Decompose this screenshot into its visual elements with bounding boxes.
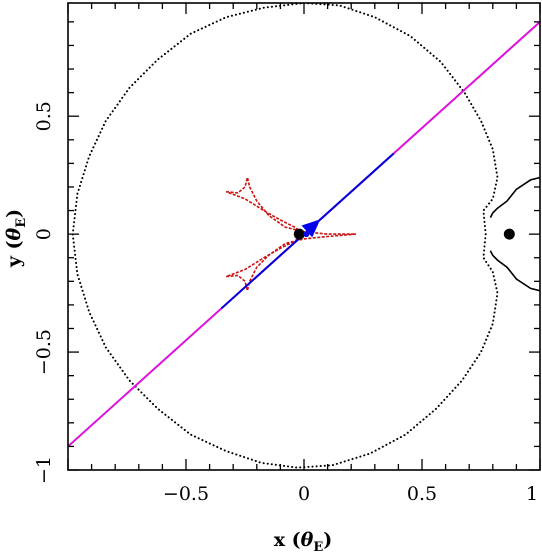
x-axis-title-open: ( [292, 529, 301, 551]
x-axis-title-sub: E [313, 540, 323, 555]
y-axis-title-sub: E [14, 218, 29, 228]
y-tick-label: −1 [33, 456, 55, 484]
x-axis-title-main: x [274, 529, 286, 551]
x-axis-title-symbol: θ [301, 529, 314, 551]
y-axis-title-close: ) [3, 209, 25, 218]
lens-point-1 [503, 228, 515, 240]
x-tick-label: 1 [526, 483, 538, 505]
critical-curve-main [71, 3, 499, 469]
x-axis-title-close: ) [323, 529, 332, 551]
y-axis-title-main: y [3, 255, 25, 268]
y-axis-title-open: ( [3, 240, 25, 249]
x-tick-label: 0 [298, 483, 310, 505]
y-tick-label: −0.5 [33, 329, 55, 375]
y-axis-title: y (θE) [3, 209, 29, 268]
x-tick-label: −0.5 [163, 483, 209, 505]
y-tick-label: 0 [33, 228, 55, 240]
x-tick-label: 0.5 [407, 483, 437, 505]
caustic-curve [225, 177, 356, 291]
direction-arrow [301, 219, 321, 238]
y-tick-label: 0.5 [33, 101, 55, 131]
y-axis-title-symbol: θ [3, 227, 25, 240]
critical-curve-small-1 [489, 250, 540, 292]
source-marker [303, 231, 310, 238]
lens-point-0 [293, 228, 305, 240]
critical-curve-small-0 [489, 176, 540, 218]
x-axis-title: x (θE) [274, 529, 333, 555]
